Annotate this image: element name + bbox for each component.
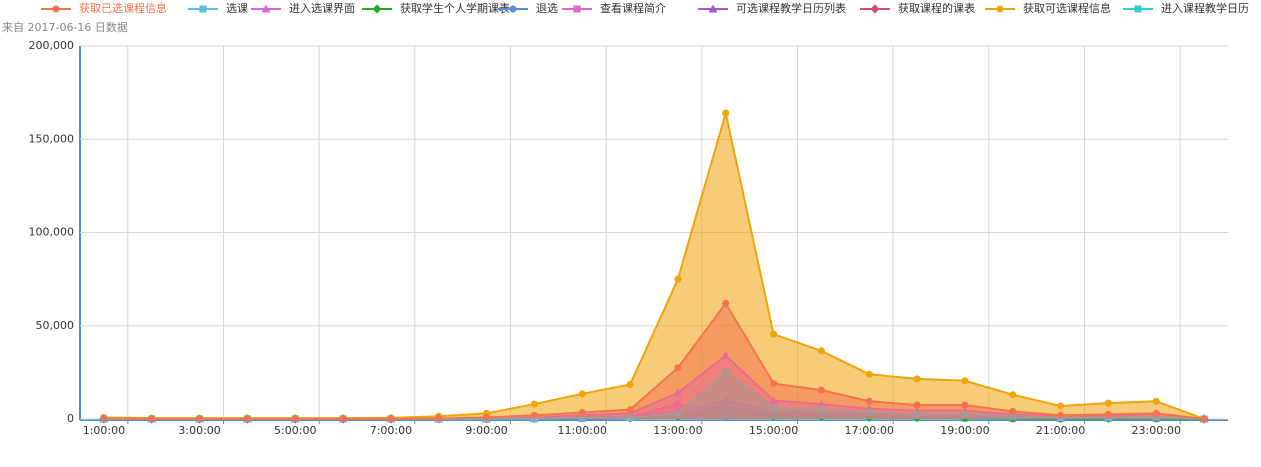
legend-label: 进入选课界面	[289, 2, 355, 15]
x-tick-label: 23:00:00	[1132, 424, 1181, 437]
x-tick-label: 17:00:00	[845, 424, 894, 437]
marker	[52, 5, 60, 13]
x-tick-label: 9:00:00	[465, 424, 507, 437]
legend-label: 选课	[226, 2, 248, 15]
marker	[870, 4, 880, 14]
marker	[1152, 397, 1160, 405]
marker	[1104, 410, 1112, 418]
marker	[199, 5, 207, 13]
marker	[674, 275, 682, 283]
marker	[1200, 415, 1208, 423]
marker	[1104, 399, 1112, 407]
x-tick-label: 21:00:00	[1036, 424, 1085, 437]
marker	[196, 415, 204, 423]
marker	[722, 109, 730, 117]
x-tick-label: 3:00:00	[178, 424, 220, 437]
marker	[674, 364, 682, 372]
marker	[578, 408, 586, 416]
marker	[509, 5, 517, 13]
x-tick-label: 1:00:00	[83, 424, 125, 437]
legend-label: 获取已选课程信息	[79, 1, 167, 15]
chart-subtitle: 来自 2017-06-16 日数据	[2, 20, 128, 34]
x-tick-label: 13:00:00	[653, 424, 702, 437]
y-tick-label: 150,000	[29, 132, 75, 145]
marker	[817, 386, 825, 394]
marker	[1057, 411, 1065, 419]
legend-label: 获取课程的课表	[898, 1, 975, 15]
marker	[372, 4, 382, 14]
marker	[530, 400, 538, 408]
marker	[148, 415, 156, 423]
marker	[913, 375, 921, 383]
marker	[626, 380, 634, 388]
series	[100, 109, 1208, 423]
marker	[243, 415, 251, 423]
marker	[435, 414, 443, 422]
marker	[770, 380, 778, 388]
marker	[483, 414, 491, 422]
marker	[339, 415, 347, 423]
legend-label: 查看课程简介	[600, 1, 666, 15]
y-tick-label: 50,000	[36, 319, 75, 332]
marker	[1009, 408, 1017, 416]
grid	[80, 45, 1228, 420]
marker	[578, 390, 586, 398]
marker	[530, 411, 538, 419]
marker	[261, 4, 271, 13]
legend-label: 获取可选课程信息	[1023, 1, 1111, 15]
marker	[996, 5, 1004, 13]
line	[103, 301, 1205, 420]
marker	[1009, 391, 1017, 399]
marker	[817, 347, 825, 355]
marker	[865, 397, 873, 405]
area	[103, 303, 1205, 419]
y-tick-label: 100,000	[29, 226, 75, 239]
marker	[708, 4, 718, 13]
x-tick-label: 15:00:00	[749, 424, 798, 437]
x-tick-label: 5:00:00	[274, 424, 316, 437]
x-tick-label: 19:00:00	[940, 424, 989, 437]
series	[100, 299, 1208, 423]
y-tick-label: 0	[67, 412, 74, 425]
legend-label: 获取学生个人学期课表	[400, 1, 510, 15]
marker	[913, 401, 921, 409]
legend-label: 可选课程教学日历列表	[736, 1, 846, 15]
legend-label: 进入课程教学日历	[1161, 1, 1249, 15]
marker	[961, 401, 969, 409]
marker	[1134, 5, 1142, 13]
marker	[865, 370, 873, 378]
marker	[1152, 409, 1160, 417]
x-tick-label: 11:00:00	[558, 424, 607, 437]
marker	[722, 299, 730, 307]
y-tick-label: 200,000	[29, 39, 75, 52]
legend-label: 退选	[536, 2, 558, 15]
marker	[961, 377, 969, 385]
marker	[387, 415, 395, 423]
marker	[1057, 402, 1065, 410]
marker	[100, 414, 108, 422]
marker	[626, 406, 634, 414]
area	[103, 113, 1205, 419]
marker	[770, 330, 778, 338]
marker	[573, 5, 581, 13]
marker	[291, 415, 299, 423]
x-tick-label: 7:00:00	[370, 424, 412, 437]
